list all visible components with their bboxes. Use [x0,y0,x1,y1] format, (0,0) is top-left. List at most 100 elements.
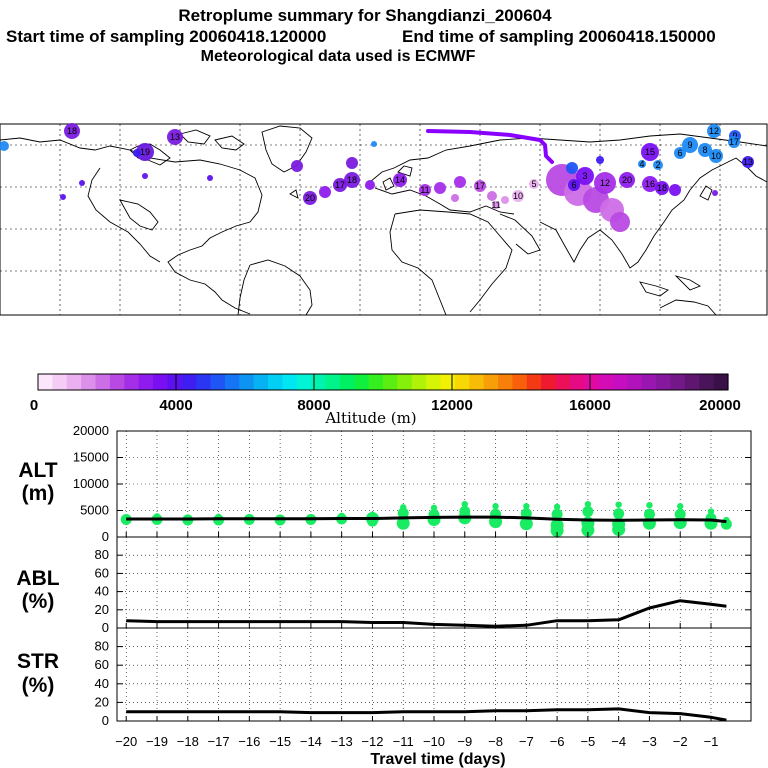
colorbar-swatch [613,374,628,390]
y-tick-label: 60 [95,565,109,580]
colorbar-swatch [66,374,82,390]
x-tick-label: −3 [642,734,657,749]
plume-marker-label: 5 [531,179,536,189]
colorbar-swatch [498,374,513,390]
colorbar-swatch [627,374,643,390]
plume-marker-label: 4 [639,159,644,169]
plume-marker [576,167,594,185]
altitude-scatter-point [461,500,468,508]
altitude-scatter-point [492,503,499,510]
plume-marker-label: 18 [657,183,667,193]
str-panel-label: STR [17,650,59,673]
x-axis: −20 −19 −18 −17 −16 −15 −14 −13 −12 −11 −10 −9 −8 −7 −… [115,734,718,749]
plume-marker [674,147,686,159]
plume-marker [619,172,635,188]
colorbar-tick-label: 12000 [431,397,473,414]
plume-marker [291,160,303,172]
plume-marker [303,191,317,205]
plume-marker-label: 10 [711,151,721,161]
plume-marker [207,175,213,181]
altitude-scatter-point [612,523,626,537]
y-tick-label: 20 [95,602,109,617]
colorbar-swatch [469,374,485,390]
altitude-scatter-point [613,508,625,520]
colorbar-swatch [699,374,715,390]
plume-marker [682,137,698,153]
plume-marker-label: 8 [702,145,707,155]
colorbar-swatch [239,374,255,390]
series-line [126,599,727,628]
colorbar-swatch [181,374,197,390]
plume-marker-label: 6 [571,180,576,190]
plume-marker-label: 19 [140,147,150,157]
plume-marker-label: 17 [729,137,739,147]
plume-marker [669,184,681,196]
plume-marker [419,184,431,196]
y-tick-label: 15000 [73,450,109,465]
plume-marker-label: 13 [170,132,180,142]
plume-marker-label: 11 [491,200,500,210]
abl-panel-unit: (%) [22,590,55,613]
plume-marker [393,173,407,187]
colorbar-swatch [598,374,614,390]
plume-marker-label: 10 [513,191,523,201]
plume-marker-label: 13 [743,157,753,167]
plume-marker [365,180,375,190]
plume-marker [638,160,646,168]
colorbar-swatch [339,374,355,390]
x-axis-title: Travel time (days) [370,751,505,768]
x-tick-label: −1 [704,734,719,749]
colorbar-swatch [426,374,442,390]
plume-marker-label: 20 [622,175,632,185]
plume-marker [79,180,85,186]
colorbar-swatch [684,374,700,390]
y-tick-label: 60 [95,657,109,672]
x-tick-label: −20 [115,734,137,749]
colorbar-swatch [483,374,499,390]
colorbar-swatch [526,374,542,390]
colorbar-tick-label: 8000 [297,397,330,414]
plume-marker [167,129,183,145]
plume-marker [319,186,331,198]
colorbar-swatch [397,374,413,390]
altitude-scatter-point [584,500,592,508]
x-tick-label: −10 [423,734,445,749]
abl-panel: 0 20 40 60 80 [95,536,752,635]
plume-marker [487,191,497,201]
colorbar-title: Altitude (m) [324,409,416,427]
x-tick-label: −5 [580,734,595,749]
y-tick-label: 5000 [80,503,109,518]
retroplume-track [426,129,554,164]
x-tick-label: −17 [208,734,230,749]
colorbar-swatch [167,374,183,390]
str-panel-unit: (%) [22,674,55,697]
y-tick-label: 0 [102,620,109,635]
altitude-scatter-point [427,513,441,527]
plume-marker [707,124,721,138]
series-line [126,515,727,524]
colorbar-swatches [38,374,729,390]
y-tick-label: 20 [95,694,109,709]
colorbar-swatch [311,374,327,390]
plume-marker-label: 16 [645,179,655,189]
plume-marker [529,179,539,189]
y-tick-label: 10000 [73,476,109,491]
plume-marker [346,157,358,169]
colorbar-tick-label: 4000 [159,397,192,414]
colorbar-swatch [296,374,312,390]
altitude-scatter-point [550,524,564,538]
x-tick-label: −2 [673,734,688,749]
colorbar-swatch [325,374,341,390]
plume-marker [698,143,712,157]
plume-marker [728,136,740,148]
alt-panel: 0 5000 10000 15000 20000 [73,423,752,544]
plume-marker [596,156,604,164]
colorbar-tick-label: 0 [30,397,38,414]
altitude-scatter-point [646,502,653,509]
altitude-scatter-point [396,516,410,530]
plume-marker-label: 12 [709,126,719,136]
altitude-scatter-point [523,503,530,510]
colorbar-swatch [555,374,571,390]
y-tick-label: 40 [95,584,109,599]
